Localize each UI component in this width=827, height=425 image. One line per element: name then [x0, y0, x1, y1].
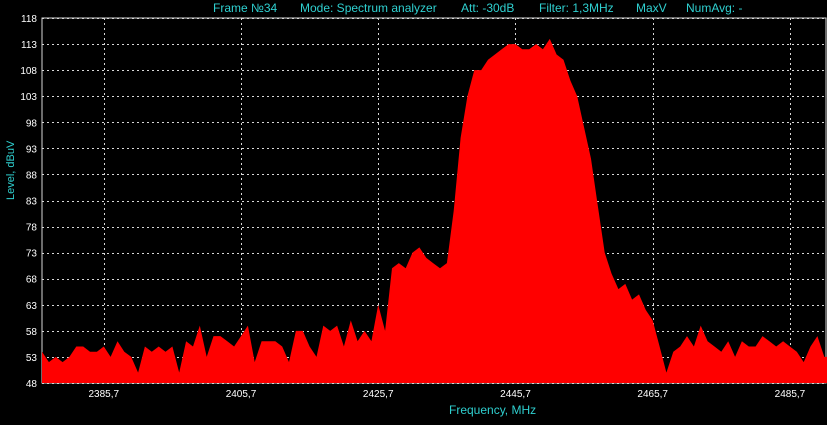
- frame-label: Frame №34: [213, 1, 278, 15]
- x-axis-label: Frequency, MHz: [449, 403, 537, 417]
- x-tick-label: 2465,7: [637, 389, 668, 400]
- maxv-label: MaxV: [636, 1, 667, 15]
- y-tick-label: 73: [26, 249, 38, 260]
- numavg-label: NumAvg: -: [686, 1, 743, 15]
- y-tick-label: 68: [26, 275, 38, 286]
- attenuation-label: Att: -30dB: [461, 1, 515, 15]
- y-tick-label: 113: [21, 40, 37, 51]
- y-tick-label: 88: [26, 170, 38, 181]
- y-axis-label: Level, dBuV: [5, 140, 17, 200]
- y-tick-label: 78: [26, 223, 38, 234]
- y-tick-label: 53: [26, 353, 38, 364]
- spectrum-area: [42, 38, 827, 384]
- y-tick-label: 103: [20, 92, 37, 103]
- x-tick-label: 2485,7: [775, 389, 806, 400]
- y-tick-label: 118: [21, 14, 37, 25]
- y-tick-labels: 48 53 58 63 68 73 78 83 88 93 98 103 108 113 118: [20, 14, 37, 390]
- status-header: Frame №34 Mode: Spectrum analyzer Att: -…: [0, 0, 827, 16]
- y-tick-label: 83: [26, 197, 38, 208]
- y-tick-label: 98: [26, 118, 38, 129]
- x-tick-label: 2445,7: [500, 389, 531, 400]
- x-tick-label: 2425,7: [363, 389, 394, 400]
- x-tick-label: 2385,7: [88, 389, 119, 400]
- y-tick-label: 93: [26, 144, 38, 155]
- mode-label: Mode: Spectrum analyzer: [300, 1, 437, 15]
- y-tick-label: 58: [26, 327, 38, 338]
- filter-label: Filter: 1,3MHz: [539, 1, 614, 15]
- x-tick-labels: 2385,7 2405,7 2425,7 2445,7 2465,7 2485,7: [88, 389, 805, 400]
- y-tick-label: 48: [26, 379, 38, 390]
- y-tick-label: 108: [20, 66, 37, 77]
- y-tick-label: 63: [26, 301, 38, 312]
- x-tick-label: 2405,7: [226, 389, 257, 400]
